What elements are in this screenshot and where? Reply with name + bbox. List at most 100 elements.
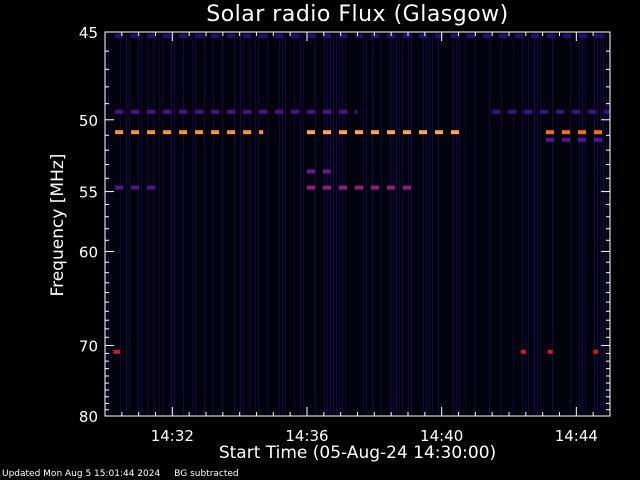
y-tick-label: 55 [79,184,98,202]
noise-streak [438,34,439,414]
emission-band-segment [275,109,284,114]
emission-band-segment [211,130,220,135]
emission-band-segment [339,130,347,135]
emission-band-segment [355,130,363,135]
emission-band-segment [403,185,411,190]
noise-streak [141,34,142,414]
noise-streak [303,34,304,414]
emission-band-segment [563,33,572,38]
noise-streak [330,34,331,414]
noise-streak [243,34,244,414]
emission-band-segment [556,109,565,114]
emission-band-segment [243,109,252,114]
emission-band-segment [147,33,156,38]
emission-band-segment [307,130,315,135]
emission-band-segment [115,33,124,38]
emission-band-segment [451,33,460,38]
noise-streak [423,34,424,414]
noise-streak [411,34,412,414]
noise-streak [345,34,346,414]
x-tick-label: 14:40 [420,427,463,445]
noise-streak [153,34,154,414]
noise-streak [465,34,466,414]
emission-band-segment [115,130,124,135]
noise-streak [183,34,184,414]
emission-band-segment [113,349,121,354]
noise-streak [267,34,268,414]
emission-band-segment [131,33,140,38]
noise-streak [597,34,598,414]
emission-band-segment [371,130,379,135]
emission-band-segment [211,109,220,114]
emission-band-segment [562,137,570,142]
noise-streak [255,34,256,414]
emission-band-segment [546,130,554,135]
x-axis-label: Start Time (05-Aug-24 14:30:00) [218,443,497,463]
emission-band-segment [604,109,610,114]
noise-streak [171,34,172,414]
emission-band-segment [339,185,347,190]
noise-streak [429,34,430,414]
emission-band-segment [163,130,172,135]
noise-streak [522,34,523,414]
emission-band-segment [259,33,268,38]
heatmap-layer [105,33,610,414]
emission-band-segment [524,109,533,114]
emission-band-segment [275,33,284,38]
emission-band-segment [131,185,140,190]
noise-streak [147,34,148,414]
emission-band-segment [211,33,220,38]
emission-band-segment [515,33,524,38]
noise-streak [222,34,223,414]
emission-band-segment [435,130,443,135]
noise-streak [453,34,454,414]
emission-band-segment [147,185,156,190]
noise-streak [120,34,121,414]
emission-band-segment [451,130,459,135]
noise-streak [258,34,259,414]
emission-band-segment [131,130,140,135]
emission-band-segment [323,109,332,114]
noise-streak [390,34,391,414]
emission-band-segment [179,109,188,114]
noise-streak [585,34,586,414]
emission-band-segment [594,137,602,142]
emission-band-segment [355,33,364,38]
emission-band-segment [147,130,156,135]
emission-band-segment [499,33,508,38]
noise-streak [528,34,529,414]
noise-streak [282,34,283,414]
emission-band-segment [588,109,597,114]
updated-timestamp: Updated Mon Aug 5 15:01:44 2024 [2,469,161,479]
emission-band-segment [403,33,412,38]
emission-band-segment [339,33,348,38]
noise-streak [108,34,109,414]
noise-streak [399,34,400,414]
noise-streak [570,34,571,414]
emission-band-segment [259,109,268,114]
noise-streak [159,34,160,414]
noise-streak [162,34,163,414]
emission-band-segment [115,185,124,190]
noise-streak [579,34,580,414]
emission-band-segment [547,349,553,354]
y-tick-label: 80 [79,408,98,426]
noise-streak [408,34,409,414]
noise-streak [534,34,535,414]
noise-streak [129,34,130,414]
emission-band-segment [307,109,316,114]
emission-band-segment [467,33,476,38]
emission-band-segment [387,185,395,190]
noise-streak [426,34,427,414]
noise-streak [336,34,337,414]
emission-band-segment [323,130,331,135]
footer-status: Updated Mon Aug 5 15:01:44 2024 BG subtra… [2,469,239,479]
emission-band-segment [520,349,526,354]
noise-streak [315,34,316,414]
emission-band-segment [546,137,554,142]
emission-band-segment [195,33,204,38]
emission-band-segment [195,130,204,135]
noise-streak [300,34,301,414]
emission-band-segment [435,33,444,38]
emission-band-segment [579,33,588,38]
